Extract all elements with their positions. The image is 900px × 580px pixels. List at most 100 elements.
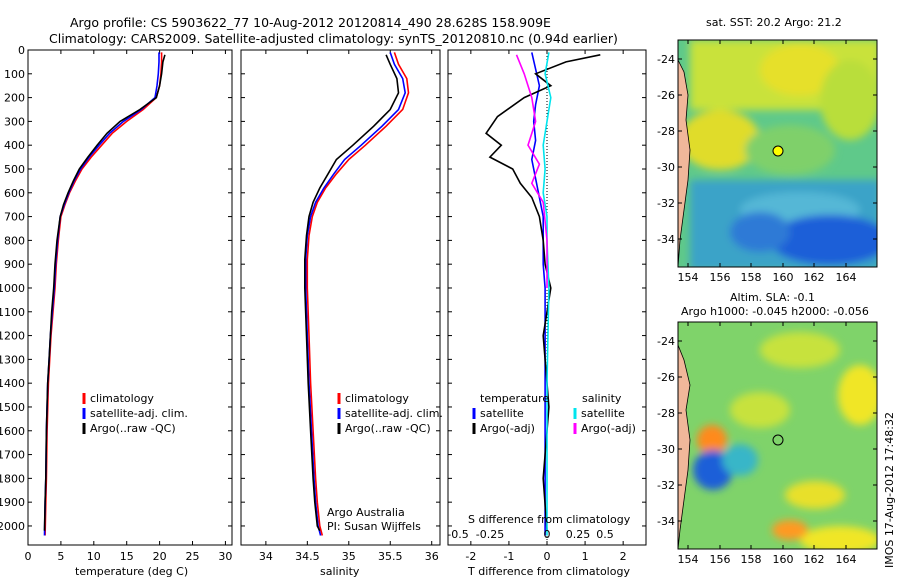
legend-label: climatology	[90, 392, 154, 405]
lon-tick-label: 154	[678, 271, 699, 284]
series-line-temperature-argo-adj-	[485, 54, 601, 531]
sst-cold-patch-2	[730, 212, 790, 252]
x-tick-label: -2	[465, 550, 476, 563]
difference-xlabel-top: S difference from climatology	[468, 513, 631, 526]
lon-tick-label: 162	[804, 553, 825, 566]
sla-low-2	[722, 444, 758, 476]
x-tick-label: -1	[503, 550, 514, 563]
sla-high-7	[772, 520, 808, 540]
sla-high-2	[838, 365, 877, 425]
depth-ticks: 0 100 200 300 400 500 600 700 800 900 1000 1100 1200…	[0, 44, 232, 533]
sla-high-5	[800, 526, 877, 549]
depth-tick-label: 0	[18, 44, 25, 57]
salinity-x-ticks: 34 34.5 35 35.5 36	[259, 50, 439, 563]
legend-label: climatology	[345, 392, 409, 405]
depth-tick-label: 1500	[0, 401, 25, 414]
sla-map: Altim. SLA: -0.1 Argo h1000: -0.045 h200…	[657, 291, 878, 566]
series-line-satellite-adj-clim-	[43, 52, 160, 536]
depth-tick-label: 1300	[0, 353, 25, 366]
legend-label: satellite-adj. clim.	[90, 407, 188, 420]
x-tick-label: 0	[544, 550, 551, 563]
x-tick-label: 35.5	[378, 550, 403, 563]
lat-tick-label: -28	[657, 125, 675, 138]
depth-tick-label: 1600	[0, 425, 25, 438]
sla-high-4	[785, 481, 845, 509]
difference-x-ticks: -2 -1 0 1 2	[465, 50, 627, 563]
depth-tick-label: 1800	[0, 472, 25, 485]
difference-top-tick-labels: -0.5 -0.25 0 0.25 0.5	[447, 528, 613, 541]
depth-tick-label: 1900	[0, 496, 25, 509]
series-line-salinity-argo-adj-	[515, 54, 548, 288]
x-tick-label: 5	[57, 550, 64, 563]
legend-label: satellite	[581, 407, 625, 420]
lon-tick-label: 158	[741, 271, 762, 284]
salinity-xlabel: salinity	[320, 565, 360, 578]
sst-warm-patch-3	[680, 110, 760, 170]
depth-tick-label: 500	[4, 163, 25, 176]
lon-tick-label: 160	[773, 271, 794, 284]
depth-tick-label: 1100	[0, 306, 25, 319]
sla-blobs	[693, 332, 877, 549]
difference-xlabel-bottom: T difference from climatology	[467, 565, 630, 578]
series-line-salinity-satellite	[542, 52, 552, 536]
sst-map: sat. SST: 20.2 Argo: 21.2 -24 -26 -28 -30 -3…	[657, 16, 878, 284]
lon-tick-label: 156	[710, 271, 731, 284]
lat-tick-label: -30	[657, 443, 675, 456]
sla-high-1	[760, 332, 840, 368]
depth-tick-label: 400	[4, 139, 25, 152]
sst-warm-patch-2	[820, 60, 877, 140]
salinity-lines	[303, 52, 410, 536]
note-pi: PI: Susan Wijffels	[327, 520, 421, 533]
depth-tick-label: 2000	[0, 520, 25, 533]
header-line-1: Argo profile: CS 5903622_77 10-Aug-2012 …	[70, 15, 551, 30]
sst-map-ticks: -24 -26 -28 -30 -32 -34 154 156 158 160 162 164	[657, 40, 877, 284]
depth-tick-label: 600	[4, 187, 25, 200]
note-argo-australia: Argo Australia	[327, 506, 405, 519]
sst-argo-position-marker	[772, 145, 784, 157]
sla-map-frame	[677, 321, 878, 550]
sst-map-field	[678, 40, 877, 267]
difference-lines	[485, 52, 601, 536]
top-tick-label: 0	[544, 528, 551, 541]
lat-tick-label: -34	[657, 515, 675, 528]
lon-tick-label: 158	[741, 553, 762, 566]
sst-map-frame	[677, 39, 878, 268]
temperature-panel: 0100200300400500600700800900100011001200…	[0, 44, 233, 578]
sst-warm-patch	[760, 44, 840, 96]
sla-argo-position-marker	[772, 434, 784, 446]
temperature-axes-frame	[27, 49, 233, 546]
sla-coastline	[678, 344, 691, 549]
series-line-climatology	[306, 52, 410, 536]
depth-tick-label: 1700	[0, 449, 25, 462]
sla-map-title-1: Altim. SLA: -0.1	[730, 291, 815, 304]
salinity-legend: climatology satellite-adj. clim. Argo(..ra…	[337, 392, 443, 435]
top-tick-label: 0.5	[596, 528, 614, 541]
header-line-2: Climatology: CARS2009. Satellite-adjuste…	[49, 31, 618, 46]
lat-tick-label: -26	[657, 371, 675, 384]
top-tick-label: -0.5	[447, 528, 468, 541]
legend-label: satellite-adj. clim.	[345, 407, 443, 420]
top-tick-label: -0.25	[476, 528, 504, 541]
sst-blobs	[680, 40, 877, 267]
difference-legend: temperature salinity satellite Argo(-adj) sa…	[472, 392, 636, 435]
series-line-argo-raw-qc-	[43, 54, 166, 531]
x-tick-label: 36	[425, 550, 439, 563]
sst-coastline	[678, 59, 691, 267]
x-tick-label: 34.5	[295, 550, 320, 563]
lon-tick-label: 162	[804, 271, 825, 284]
temperature-x-ticks: 0 5 10 15 20 25 30	[25, 50, 232, 563]
lat-tick-label: -26	[657, 89, 675, 102]
depth-tick-label: 700	[4, 211, 25, 224]
series-line-argo-raw-qc-	[303, 54, 400, 532]
difference-y-ticks	[448, 49, 646, 527]
x-tick-label: 34	[259, 550, 273, 563]
salinity-axes-frame	[240, 49, 441, 546]
x-tick-label: 30	[218, 550, 232, 563]
depth-tick-label: 900	[4, 258, 25, 271]
legend-label: Argo(..raw -QC)	[345, 422, 431, 435]
top-tick-label: 0.25	[566, 528, 591, 541]
depth-tick-label: 1200	[0, 330, 25, 343]
x-tick-label: 25	[186, 550, 200, 563]
legend-label: satellite	[480, 407, 524, 420]
lat-tick-label: -32	[657, 197, 675, 210]
